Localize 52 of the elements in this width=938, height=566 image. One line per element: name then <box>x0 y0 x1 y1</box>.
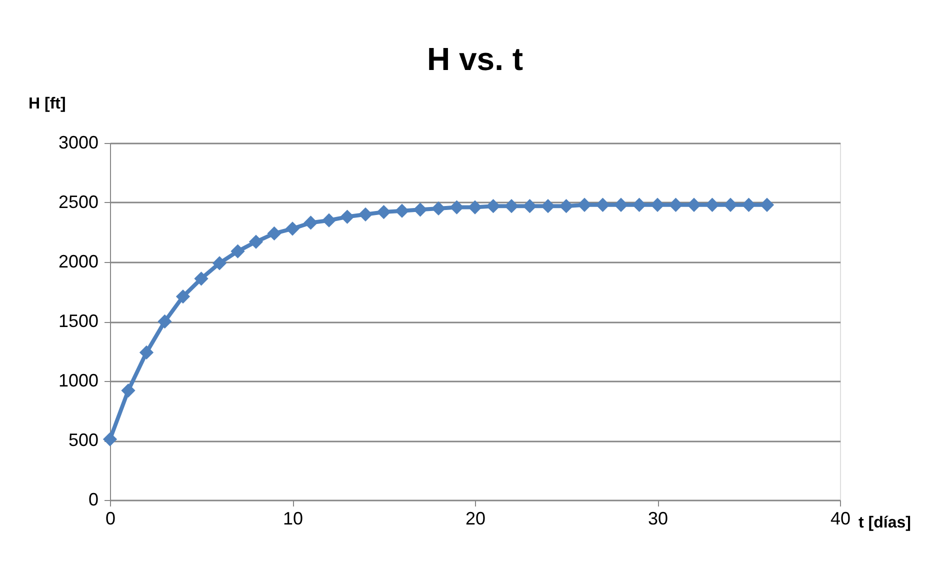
point <box>230 244 245 258</box>
point <box>176 289 190 304</box>
x-tick-label: 0 <box>105 508 116 528</box>
point <box>212 256 227 270</box>
point <box>705 198 720 212</box>
y-tick-label: 500 <box>68 430 98 450</box>
y-axis-title: H [ft] <box>28 96 66 112</box>
point <box>121 383 136 398</box>
point <box>760 198 774 212</box>
point <box>596 198 610 212</box>
point <box>522 199 537 214</box>
point <box>540 199 556 214</box>
point <box>394 204 410 218</box>
x-tick-label: 20 <box>465 508 486 528</box>
chart-title: H vs. t <box>426 41 524 77</box>
point <box>139 345 154 360</box>
point <box>486 199 500 214</box>
point <box>285 222 300 236</box>
point <box>158 314 172 329</box>
point <box>686 198 702 212</box>
point <box>450 200 464 214</box>
point <box>322 213 336 228</box>
point <box>742 198 756 212</box>
x-tick-label: 30 <box>648 508 668 528</box>
point <box>723 198 738 212</box>
x-axis-title: t [días] <box>858 514 911 532</box>
point <box>468 200 482 214</box>
point <box>194 272 208 286</box>
y-tick-label: 2000 <box>58 252 98 272</box>
point <box>340 210 354 224</box>
point <box>614 198 628 212</box>
point <box>248 234 264 249</box>
y-tick-label: 1500 <box>58 311 98 331</box>
point <box>267 226 282 241</box>
x-tick-label: 10 <box>282 508 304 528</box>
x-tick-label: 40 <box>830 508 851 528</box>
point <box>431 201 446 216</box>
point <box>304 216 318 230</box>
point <box>668 198 683 212</box>
y-tick-label: 2500 <box>58 192 98 212</box>
y-tick-label: 3000 <box>58 132 98 152</box>
point <box>504 199 519 214</box>
y-tick-label: 1000 <box>58 370 98 390</box>
point <box>102 432 118 446</box>
point <box>577 198 592 212</box>
point <box>413 202 428 217</box>
y-tick-label: 0 <box>88 490 98 510</box>
point <box>632 198 646 212</box>
point <box>559 199 574 214</box>
point <box>650 198 665 212</box>
point <box>358 207 373 222</box>
point <box>376 204 391 220</box>
